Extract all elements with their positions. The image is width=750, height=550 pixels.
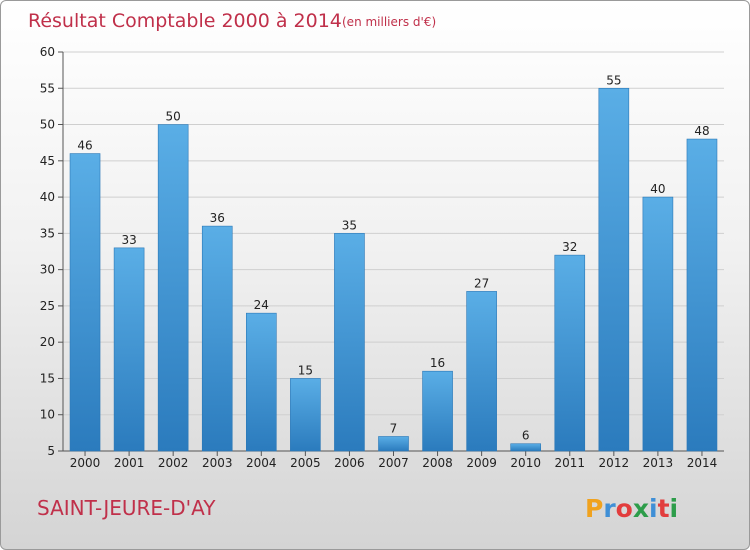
y-tick-label: 25 [40,299,55,313]
data-label-2008: 16 [430,356,445,370]
bars: 46 33 50 36 24 15 35 7 16 27 6 32 55 40 48 [69,73,718,452]
bar-2000 [69,153,101,452]
commune-name: SAINT-JEURE-D'AY [37,496,216,520]
y-tick-label: 45 [40,154,55,168]
x-tick-label-2005: 2005 [290,456,321,470]
data-label-2009: 27 [474,276,489,290]
bar-2013 [642,196,674,452]
x-tick-label-2000: 2000 [70,456,101,470]
bar-2012 [598,87,630,452]
x-tick-label-2001: 2001 [114,456,145,470]
chart-title: Résultat Comptable 2000 à 2014 [28,10,342,32]
x-tick-label-2013: 2013 [643,456,674,470]
x-tick-label-2007: 2007 [378,456,409,470]
x-tick-label-2003: 2003 [202,456,233,470]
y-tick-label: 10 [40,408,55,422]
x-tick-label-2009: 2009 [466,456,497,470]
data-label-2014: 48 [694,124,709,138]
bar-2008 [422,370,453,452]
data-label-2012: 55 [606,73,621,87]
data-label-2011: 32 [562,240,577,254]
bar-2009 [466,291,497,452]
y-tick-label: 20 [40,335,55,349]
x-tick-label-2011: 2011 [554,456,585,470]
y-tick-label: 50 [40,118,55,132]
x-tick-label-2014: 2014 [687,456,718,470]
x-tick-label-2008: 2008 [422,456,453,470]
proxiti-logo: Proxiti [585,494,678,523]
y-tick-label: 30 [40,263,55,277]
data-label-2001: 33 [121,233,136,247]
data-label-2000: 46 [77,139,92,153]
x-tick-label-2010: 2010 [510,456,541,470]
data-label-2007: 7 [390,421,398,435]
data-label-2013: 40 [650,182,665,196]
x-tick-label-2006: 2006 [334,456,365,470]
bar-2005 [290,378,321,452]
bar-2007 [378,436,409,452]
proxiti-logo-text: Proxiti [585,494,678,523]
y-tick-label: 15 [40,371,55,385]
bar-2011 [554,254,586,452]
axes: 5 10 15 20 25 30 35 40 45 50 55 60 2000 2001 2002 2003 2… [40,45,724,470]
bar-2010 [510,443,542,452]
data-label-2003: 36 [210,211,225,225]
x-tick-label-2004: 2004 [246,456,277,470]
y-tick-label: 40 [40,190,55,204]
bar-2006 [334,233,365,452]
y-tick-label: 5 [47,444,55,458]
bar-2002 [157,124,189,452]
x-tick-label-2012: 2012 [599,456,630,470]
chart-subtitle: (en milliers d'€) [342,15,436,29]
bar-2014 [686,138,718,452]
bar-2004 [246,312,277,452]
data-label-2004: 24 [254,298,269,312]
data-label-2002: 50 [166,110,181,124]
data-label-2006: 35 [342,218,357,232]
bar-2003 [201,225,233,452]
y-tick-label: 35 [40,226,55,240]
y-tick-label: 55 [40,81,55,95]
data-label-2010: 6 [522,429,530,443]
data-label-2005: 15 [298,363,313,377]
bar-2001 [113,247,145,452]
x-tick-label-2002: 2002 [158,456,189,470]
y-tick-label: 60 [40,45,55,59]
